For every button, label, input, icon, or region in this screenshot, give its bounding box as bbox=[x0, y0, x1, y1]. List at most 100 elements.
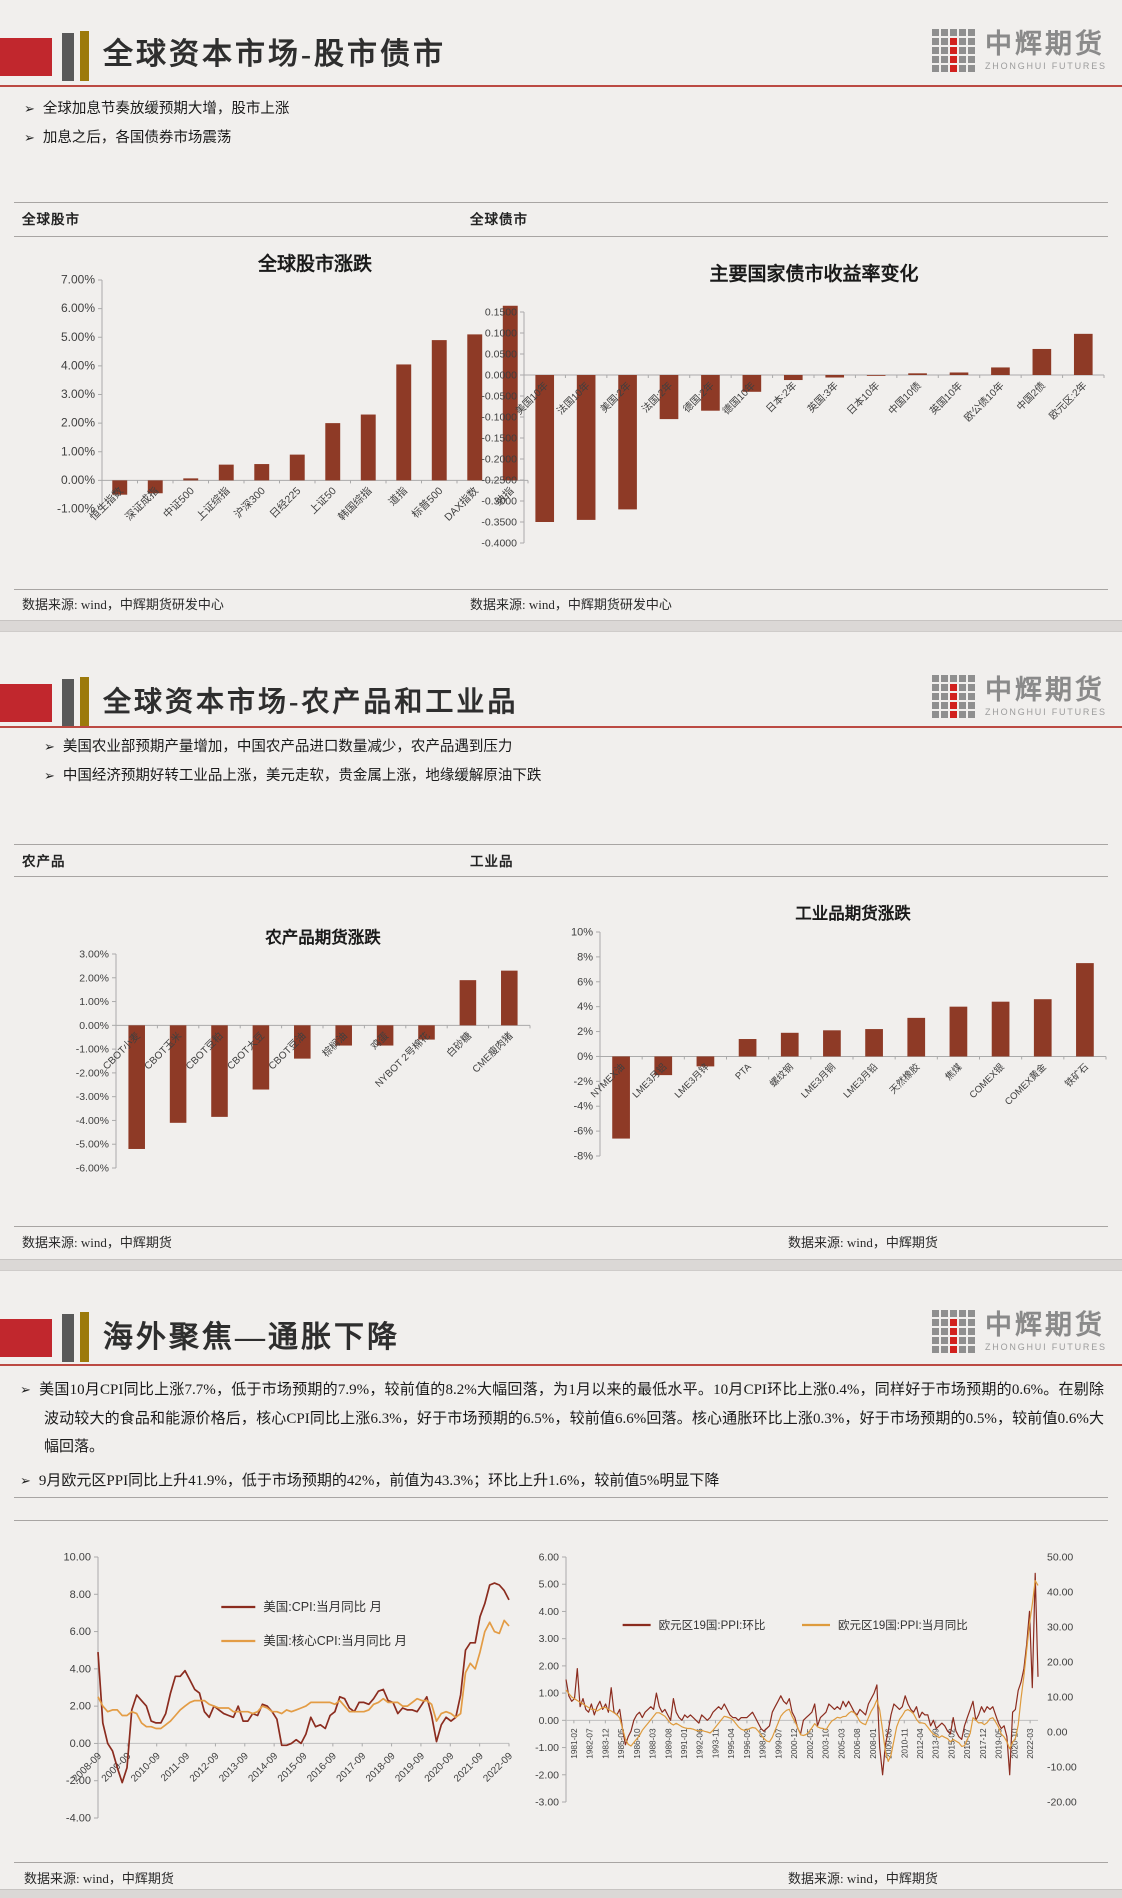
text-rule bbox=[14, 1520, 1108, 1521]
bullet-arrow-icon: ➢ bbox=[44, 740, 55, 755]
data-source: 数据来源: wind，中辉期货 bbox=[24, 1871, 174, 1886]
svg-text:中国2债: 中国2债 bbox=[1014, 379, 1048, 413]
svg-text:-2%: -2% bbox=[573, 1076, 593, 1088]
section-divider bbox=[0, 1259, 1122, 1271]
svg-text:2013-09: 2013-09 bbox=[931, 1728, 941, 1759]
header-accent-red bbox=[0, 38, 52, 76]
svg-text:-0.2500: -0.2500 bbox=[481, 475, 517, 487]
svg-text:上证50: 上证50 bbox=[307, 485, 339, 517]
svg-text:2013-09: 2013-09 bbox=[217, 1750, 251, 1784]
svg-text:-0.1000: -0.1000 bbox=[481, 412, 517, 424]
svg-text:1988-03: 1988-03 bbox=[648, 1728, 658, 1759]
page-title: 全球资本市场-农产品和工业品 bbox=[103, 687, 519, 718]
footer-rule bbox=[14, 1226, 1108, 1227]
svg-text:全球股市涨跌: 全球股市涨跌 bbox=[257, 252, 373, 275]
svg-text:1998-02: 1998-02 bbox=[758, 1728, 768, 1759]
svg-text:2.00: 2.00 bbox=[539, 1660, 560, 1672]
panel-rule bbox=[14, 876, 1108, 877]
logo-grid-icon bbox=[932, 29, 975, 72]
svg-text:道指: 道指 bbox=[386, 484, 410, 508]
section-divider bbox=[0, 1889, 1122, 1898]
svg-text:40.00: 40.00 bbox=[1047, 1587, 1073, 1599]
svg-text:2015-09: 2015-09 bbox=[276, 1750, 310, 1784]
svg-text:-4.00: -4.00 bbox=[66, 1813, 91, 1825]
svg-text:美国:CPI:当月同比 月: 美国:CPI:当月同比 月 bbox=[263, 1600, 382, 1614]
svg-text:2017-09: 2017-09 bbox=[335, 1750, 369, 1784]
svg-text:PTA: PTA bbox=[733, 1061, 754, 1082]
svg-text:2022-09: 2022-09 bbox=[481, 1750, 515, 1784]
svg-text:2019-05: 2019-05 bbox=[994, 1728, 1004, 1759]
bullet-arrow-icon: ➢ bbox=[24, 102, 35, 117]
bullet-text: 全球加息节奏放缓预期大增，股市上涨 bbox=[42, 101, 290, 117]
bullet-arrow-icon: ➢ bbox=[44, 769, 55, 784]
svg-text:2003-10: 2003-10 bbox=[821, 1728, 831, 1759]
svg-text:-6.00%: -6.00% bbox=[76, 1163, 109, 1175]
svg-text:2008-01: 2008-01 bbox=[868, 1728, 878, 1759]
bullet-arrow-icon: ➢ bbox=[24, 131, 35, 146]
svg-text:2014-09: 2014-09 bbox=[247, 1750, 281, 1784]
svg-text:-0.3000: -0.3000 bbox=[481, 496, 517, 508]
brand-logo: 中辉期货 ZHONGHUI FUTURES bbox=[932, 1310, 1107, 1353]
svg-text:韩国综指: 韩国综指 bbox=[335, 484, 374, 523]
brand-subtitle: ZHONGHUI FUTURES bbox=[985, 1341, 1107, 1352]
industrial-futures-chart: 10% 8% 6% 4% 2% 0% -2% -4% -6% -8% NYMEX油 LME3月铝 LME… bbox=[556, 902, 1122, 1224]
svg-text:欧公债10年: 欧公债10年 bbox=[961, 379, 1006, 424]
bullet-item: ➢ 美国农业部预期产量增加，中国农产品进口数量减少，农产品遇到压力 bbox=[44, 733, 541, 762]
header-accent-gray bbox=[62, 1314, 74, 1362]
brand-logo: 中辉期货 ZHONGHUI FUTURES bbox=[932, 29, 1107, 72]
panel-rule bbox=[14, 236, 1108, 237]
panel-rule bbox=[14, 202, 1108, 203]
svg-text:深证成指: 深证成指 bbox=[122, 484, 161, 523]
svg-text:0.00: 0.00 bbox=[539, 1715, 560, 1727]
svg-text:1981-02: 1981-02 bbox=[569, 1728, 579, 1759]
svg-text:4.00: 4.00 bbox=[539, 1606, 560, 1618]
svg-text:COMEX银: COMEX银 bbox=[967, 1061, 1007, 1101]
svg-text:中证500: 中证500 bbox=[160, 484, 197, 521]
brand-subtitle: ZHONGHUI FUTURES bbox=[985, 706, 1107, 717]
svg-text:2009-06: 2009-06 bbox=[884, 1728, 894, 1759]
header-accent-gold bbox=[80, 31, 89, 81]
svg-text:LME3月铜: LME3月铜 bbox=[799, 1061, 838, 1100]
bullet-text: 中国经济预期好转工业品上涨，美元走软，贵金属上涨，地缘缓解原油下跌 bbox=[62, 768, 542, 784]
svg-text:2012-09: 2012-09 bbox=[188, 1750, 222, 1784]
svg-text:2010-09: 2010-09 bbox=[129, 1750, 163, 1784]
svg-text:-8%: -8% bbox=[573, 1151, 593, 1163]
svg-text:8.00: 8.00 bbox=[70, 1589, 91, 1601]
svg-text:-6%: -6% bbox=[573, 1126, 593, 1138]
svg-text:欧元区:2年: 欧元区:2年 bbox=[1046, 379, 1089, 422]
logo-grid-icon bbox=[932, 675, 975, 718]
brand-name: 中辉期货 bbox=[985, 674, 1105, 705]
svg-text:德国10年: 德国10年 bbox=[720, 379, 758, 417]
svg-text:2017-12: 2017-12 bbox=[978, 1728, 988, 1759]
svg-text:日本10年: 日本10年 bbox=[844, 379, 882, 417]
svg-text:1982-07: 1982-07 bbox=[585, 1728, 595, 1759]
svg-text:3.00%: 3.00% bbox=[79, 949, 109, 961]
panel-label-industrial: 工业品 bbox=[470, 854, 514, 869]
svg-text:美国:核心CPI:当月同比 月: 美国:核心CPI:当月同比 月 bbox=[263, 1634, 407, 1648]
brand-subtitle: ZHONGHUI FUTURES bbox=[985, 60, 1107, 71]
svg-text:0%: 0% bbox=[577, 1051, 593, 1063]
bullet-item: ➢ 9月欧元区PPI同比上升41.9%，低于市场预期的42%，前值为43.3%；环… bbox=[20, 1467, 1104, 1496]
page-title: 海外聚焦—通胀下降 bbox=[103, 1321, 400, 1354]
svg-text:6.00%: 6.00% bbox=[61, 301, 95, 315]
global-stocks-chart: 7.00% 6.00% 5.00% 4.00% 3.00% 2.00% 1.00% 0.00%… bbox=[22, 246, 542, 586]
svg-text:1.00: 1.00 bbox=[539, 1688, 560, 1700]
svg-text:2016-07: 2016-07 bbox=[962, 1728, 972, 1759]
svg-text:-3.00%: -3.00% bbox=[76, 1091, 109, 1103]
panel-label-agri: 农产品 bbox=[22, 854, 66, 869]
logo-text-block: 中辉期货 ZHONGHUI FUTURES bbox=[985, 1311, 1107, 1352]
svg-text:1995-04: 1995-04 bbox=[726, 1728, 736, 1759]
svg-text:LME3月铝: LME3月铝 bbox=[630, 1061, 669, 1100]
svg-text:欧元区19国:PPI:当月同比: 欧元区19国:PPI:当月同比 bbox=[838, 1618, 968, 1632]
svg-text:农产品期货涨跌: 农产品期货涨跌 bbox=[264, 927, 381, 947]
svg-text:1983-12: 1983-12 bbox=[600, 1728, 610, 1759]
svg-text:-0.1500: -0.1500 bbox=[481, 433, 517, 445]
svg-text:6.00: 6.00 bbox=[70, 1626, 91, 1638]
text-rule bbox=[14, 1497, 1108, 1498]
svg-text:2010-11: 2010-11 bbox=[899, 1728, 909, 1758]
logo-text-block: 中辉期货 ZHONGHUI FUTURES bbox=[985, 30, 1107, 71]
svg-text:-1.00%: -1.00% bbox=[76, 1044, 109, 1056]
svg-text:1989-08: 1989-08 bbox=[663, 1728, 673, 1759]
svg-text:0.00: 0.00 bbox=[70, 1738, 91, 1750]
svg-text:7.00%: 7.00% bbox=[61, 273, 95, 287]
